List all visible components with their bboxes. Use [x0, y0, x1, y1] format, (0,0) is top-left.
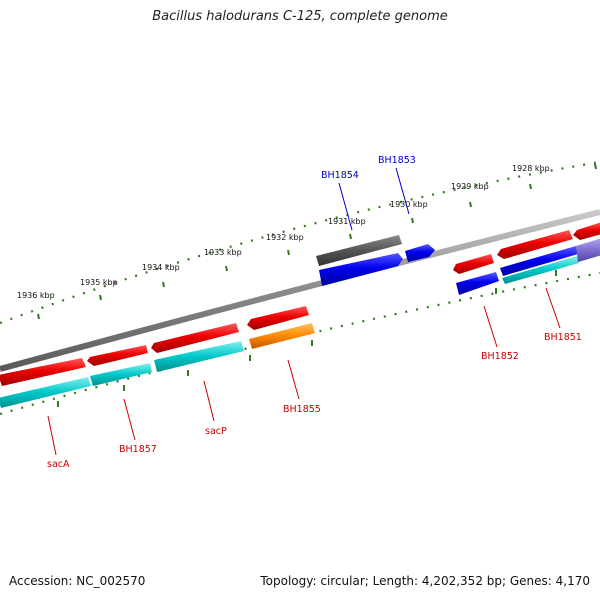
cds-feature[interactable] — [151, 323, 239, 353]
tick-label-1932: 1932 kbp — [266, 233, 304, 242]
cds-feature[interactable] — [500, 246, 578, 276]
cds-feature[interactable] — [502, 256, 579, 284]
cds-feature[interactable] — [319, 253, 403, 286]
gene-label-BH1854[interactable]: BH1854 — [321, 170, 359, 181]
cds-feature[interactable] — [576, 238, 600, 262]
cds-feature[interactable] — [453, 254, 494, 274]
topology-text: Topology: circular; Length: 4,202,352 bp… — [260, 574, 590, 588]
cds-feature[interactable] — [573, 222, 600, 240]
tick-label-1935: 1935 kbp — [80, 278, 118, 287]
cds-feature[interactable] — [405, 244, 435, 262]
tick-label-1930: 1930 kbp — [390, 200, 428, 209]
cds-feature[interactable] — [249, 323, 315, 349]
cds-feature[interactable] — [87, 345, 148, 366]
cds-feature[interactable] — [0, 377, 91, 408]
tick-label-1933: 1933 kbp — [204, 248, 242, 257]
reverse-strand — [0, 238, 600, 408]
gene-label-BH1851[interactable]: BH1851 — [544, 332, 582, 343]
cds-feature[interactable] — [90, 363, 152, 386]
cds-feature[interactable] — [316, 235, 402, 266]
tick-label-1936: 1936 kbp — [17, 291, 55, 300]
gene-label-BH1857[interactable]: BH1857 — [119, 444, 157, 455]
accession-text: Accession: NC_002570 — [9, 574, 146, 588]
tick-label-1931: 1931 kbp — [328, 217, 366, 226]
cds-feature[interactable] — [154, 341, 244, 372]
tick-label-1934: 1934 kbp — [142, 263, 180, 272]
gene-label-sacA[interactable]: sacA — [47, 459, 70, 470]
gene-label-BH1855[interactable]: BH1855 — [283, 404, 321, 415]
tick-label-1929: 1929 kbp — [451, 182, 489, 191]
label-leaders — [47, 167, 561, 456]
genome-backbone — [0, 209, 600, 372]
cds-feature[interactable] — [497, 230, 573, 259]
cds-feature[interactable] — [0, 358, 86, 386]
gene-label-BH1852[interactable]: BH1852 — [481, 351, 519, 362]
map-title: Bacillus halodurans C-125, complete geno… — [152, 9, 448, 24]
gene-label-sacP[interactable]: sacP — [205, 426, 227, 437]
major-ticks — [37, 163, 597, 407]
cds-feature[interactable] — [456, 272, 499, 295]
forward-strand — [0, 222, 600, 386]
cds-feature[interactable] — [247, 306, 309, 330]
gene-label-BH1853[interactable]: BH1853 — [378, 155, 416, 166]
outer-tick-row — [0, 160, 600, 325]
tick-label-1928: 1928 kbp — [512, 164, 550, 173]
